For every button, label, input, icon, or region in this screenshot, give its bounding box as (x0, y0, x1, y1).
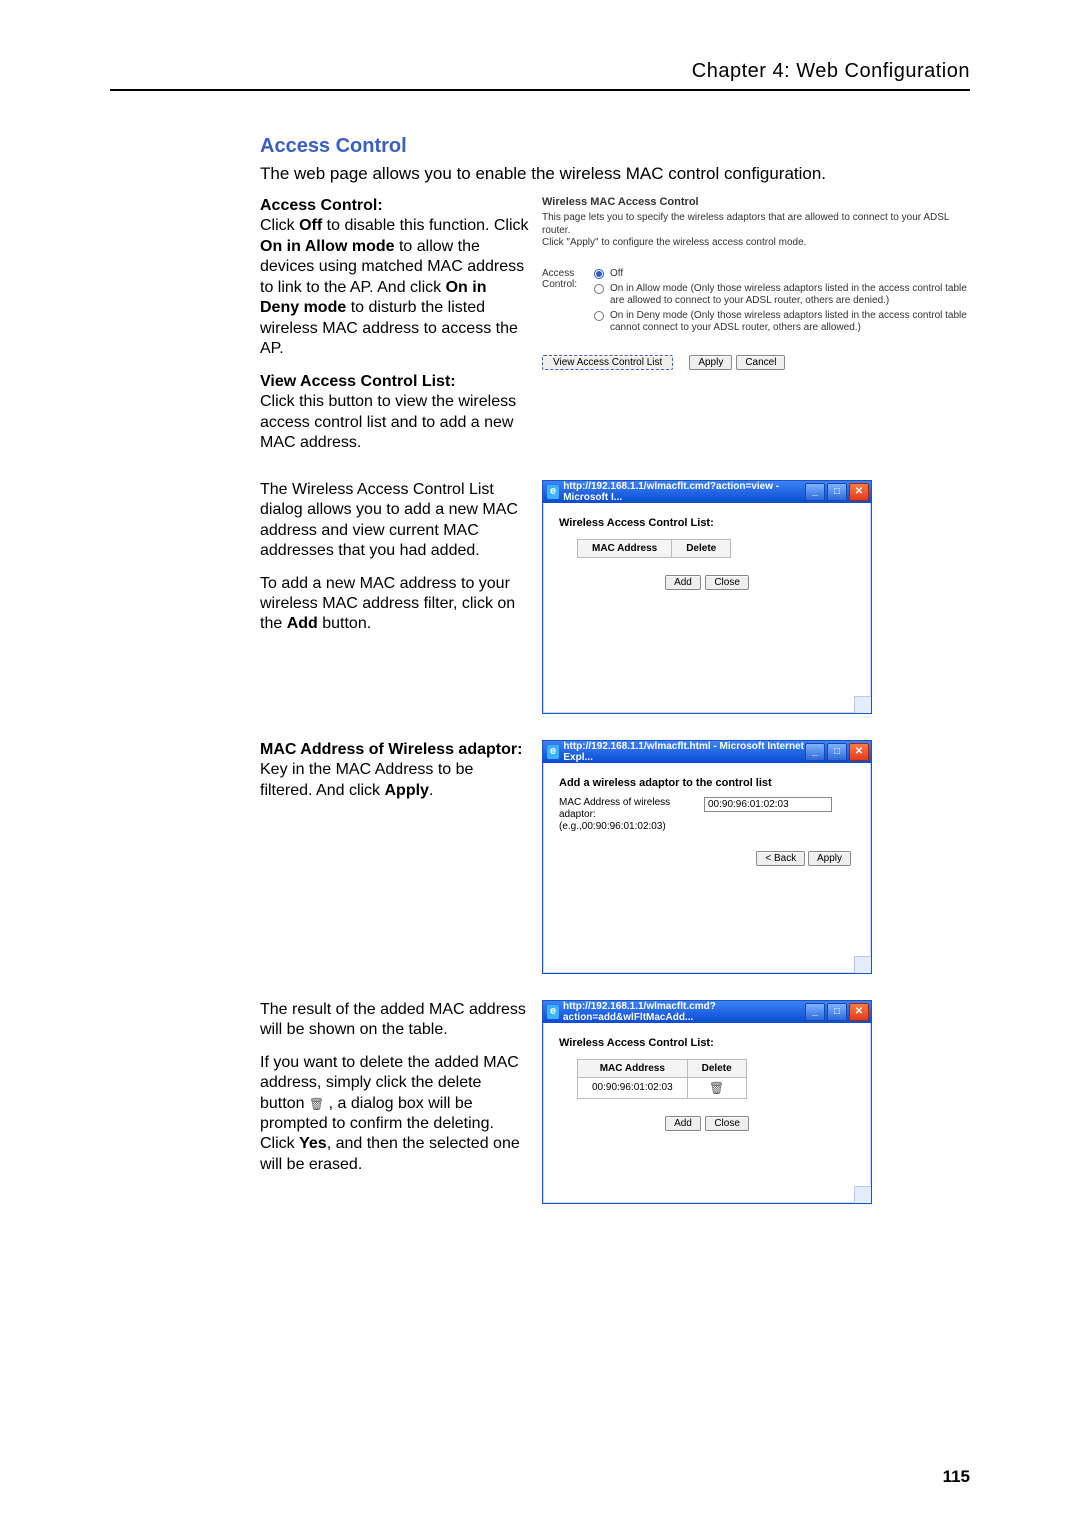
ie-window-acl-empty: http://192.168.1.1/wlmacflt.cmd?action=v… (542, 480, 872, 714)
maximize-icon[interactable]: □ (827, 1003, 847, 1021)
close-button-2[interactable]: Close (705, 1116, 749, 1131)
close-icon[interactable]: ✕ (849, 743, 869, 761)
minimize-icon[interactable]: _ (805, 743, 825, 761)
acl-heading-1: Wireless Access Control List: (559, 517, 855, 529)
radio-off-label: Off (610, 268, 623, 280)
apply-button-2[interactable]: Apply (808, 851, 851, 866)
acl-table-filled: MAC Address Delete 00:90:96:01:02:03 (577, 1059, 747, 1099)
view-acl-label: View Access Control List: (260, 373, 456, 390)
cancel-button[interactable]: Cancel (736, 355, 785, 370)
wmac-panel: Wireless MAC Access Control This page le… (542, 196, 970, 370)
view-acl-desc: View Access Control List: Click this but… (260, 372, 530, 454)
wmac-title: Wireless MAC Access Control (542, 196, 970, 208)
back-button[interactable]: < Back (756, 851, 805, 866)
access-control-desc: Access Control: Click Off to disable thi… (260, 196, 530, 360)
scroll-corner-icon (854, 696, 871, 713)
col-delete: Delete (687, 1059, 746, 1077)
apply-button[interactable]: Apply (689, 355, 732, 370)
access-control-label: Access Control: (260, 197, 383, 214)
add-button-1[interactable]: Add (665, 575, 701, 590)
ie-window-acl-filled: http://192.168.1.1/wlmacflt.cmd?action=a… (542, 1000, 872, 1204)
acl-dialog-desc: The Wireless Access Control List dialog … (260, 480, 530, 562)
page-number: 115 (943, 1467, 970, 1487)
add-mac-desc: To add a new MAC address to your wireles… (260, 574, 530, 635)
ie-icon (547, 485, 559, 499)
section-title: Access Control (260, 135, 970, 158)
add-heading: Add a wireless adaptor to the control li… (559, 777, 855, 789)
ie-title-2: http://192.168.1.1/wlmacflt.html - Micro… (563, 741, 805, 763)
trash-icon (309, 1095, 324, 1112)
chapter-label: Chapter 4: Web Configuration (692, 60, 970, 82)
intro-text: The web page allows you to enable the wi… (260, 164, 970, 184)
wmac-desc: This page lets you to specify the wirele… (542, 212, 970, 250)
mac-input[interactable] (704, 797, 832, 812)
ie-icon (547, 745, 559, 759)
radio-allow[interactable] (594, 284, 604, 294)
radio-deny[interactable] (594, 311, 604, 321)
col-mac: MAC Address (578, 1059, 688, 1077)
cell-mac: 00:90:96:01:02:03 (578, 1077, 688, 1098)
col-mac: MAC Address (578, 539, 672, 557)
close-button-1[interactable]: Close (705, 575, 749, 590)
add-button-2[interactable]: Add (665, 1116, 701, 1131)
minimize-icon[interactable]: _ (805, 483, 825, 501)
view-acl-button[interactable]: View Access Control List (542, 355, 673, 370)
table-row: 00:90:96:01:02:03 (578, 1077, 747, 1098)
acl-table-empty: MAC Address Delete (577, 539, 731, 558)
acl-heading-2: Wireless Access Control List: (559, 1037, 855, 1049)
wmac-group-label: Access Control: (542, 268, 582, 338)
radio-deny-label: On in Deny mode (Only those wireless ada… (610, 310, 970, 333)
col-delete: Delete (672, 539, 731, 557)
close-icon[interactable]: ✕ (849, 483, 869, 501)
ie-icon (547, 1005, 559, 1019)
ie-title-3: http://192.168.1.1/wlmacflt.cmd?action=a… (563, 1001, 805, 1023)
result-desc: The result of the added MAC address will… (260, 1000, 530, 1041)
close-icon[interactable]: ✕ (849, 1003, 869, 1021)
delete-desc: If you want to delete the added MAC addr… (260, 1053, 530, 1176)
mac-input-label: MAC Address of wireless adaptor: (e.g.,0… (559, 797, 694, 833)
minimize-icon[interactable]: _ (805, 1003, 825, 1021)
mac-adaptor-desc: MAC Address of Wireless adaptor: Key in … (260, 740, 530, 801)
ie-window-add-mac: http://192.168.1.1/wlmacflt.html - Micro… (542, 740, 872, 974)
scroll-corner-icon (854, 956, 871, 973)
maximize-icon[interactable]: □ (827, 743, 847, 761)
scroll-corner-icon (854, 1186, 871, 1203)
page-header: Chapter 4: Web Configuration (110, 60, 970, 91)
radio-off[interactable] (594, 269, 604, 279)
mac-adaptor-label: MAC Address of Wireless adaptor: (260, 741, 522, 758)
radio-allow-label: On in Allow mode (Only those wireless ad… (610, 283, 970, 306)
ie-title-1: http://192.168.1.1/wlmacflt.cmd?action=v… (563, 481, 805, 503)
maximize-icon[interactable]: □ (827, 483, 847, 501)
delete-row-button[interactable] (709, 1084, 724, 1095)
